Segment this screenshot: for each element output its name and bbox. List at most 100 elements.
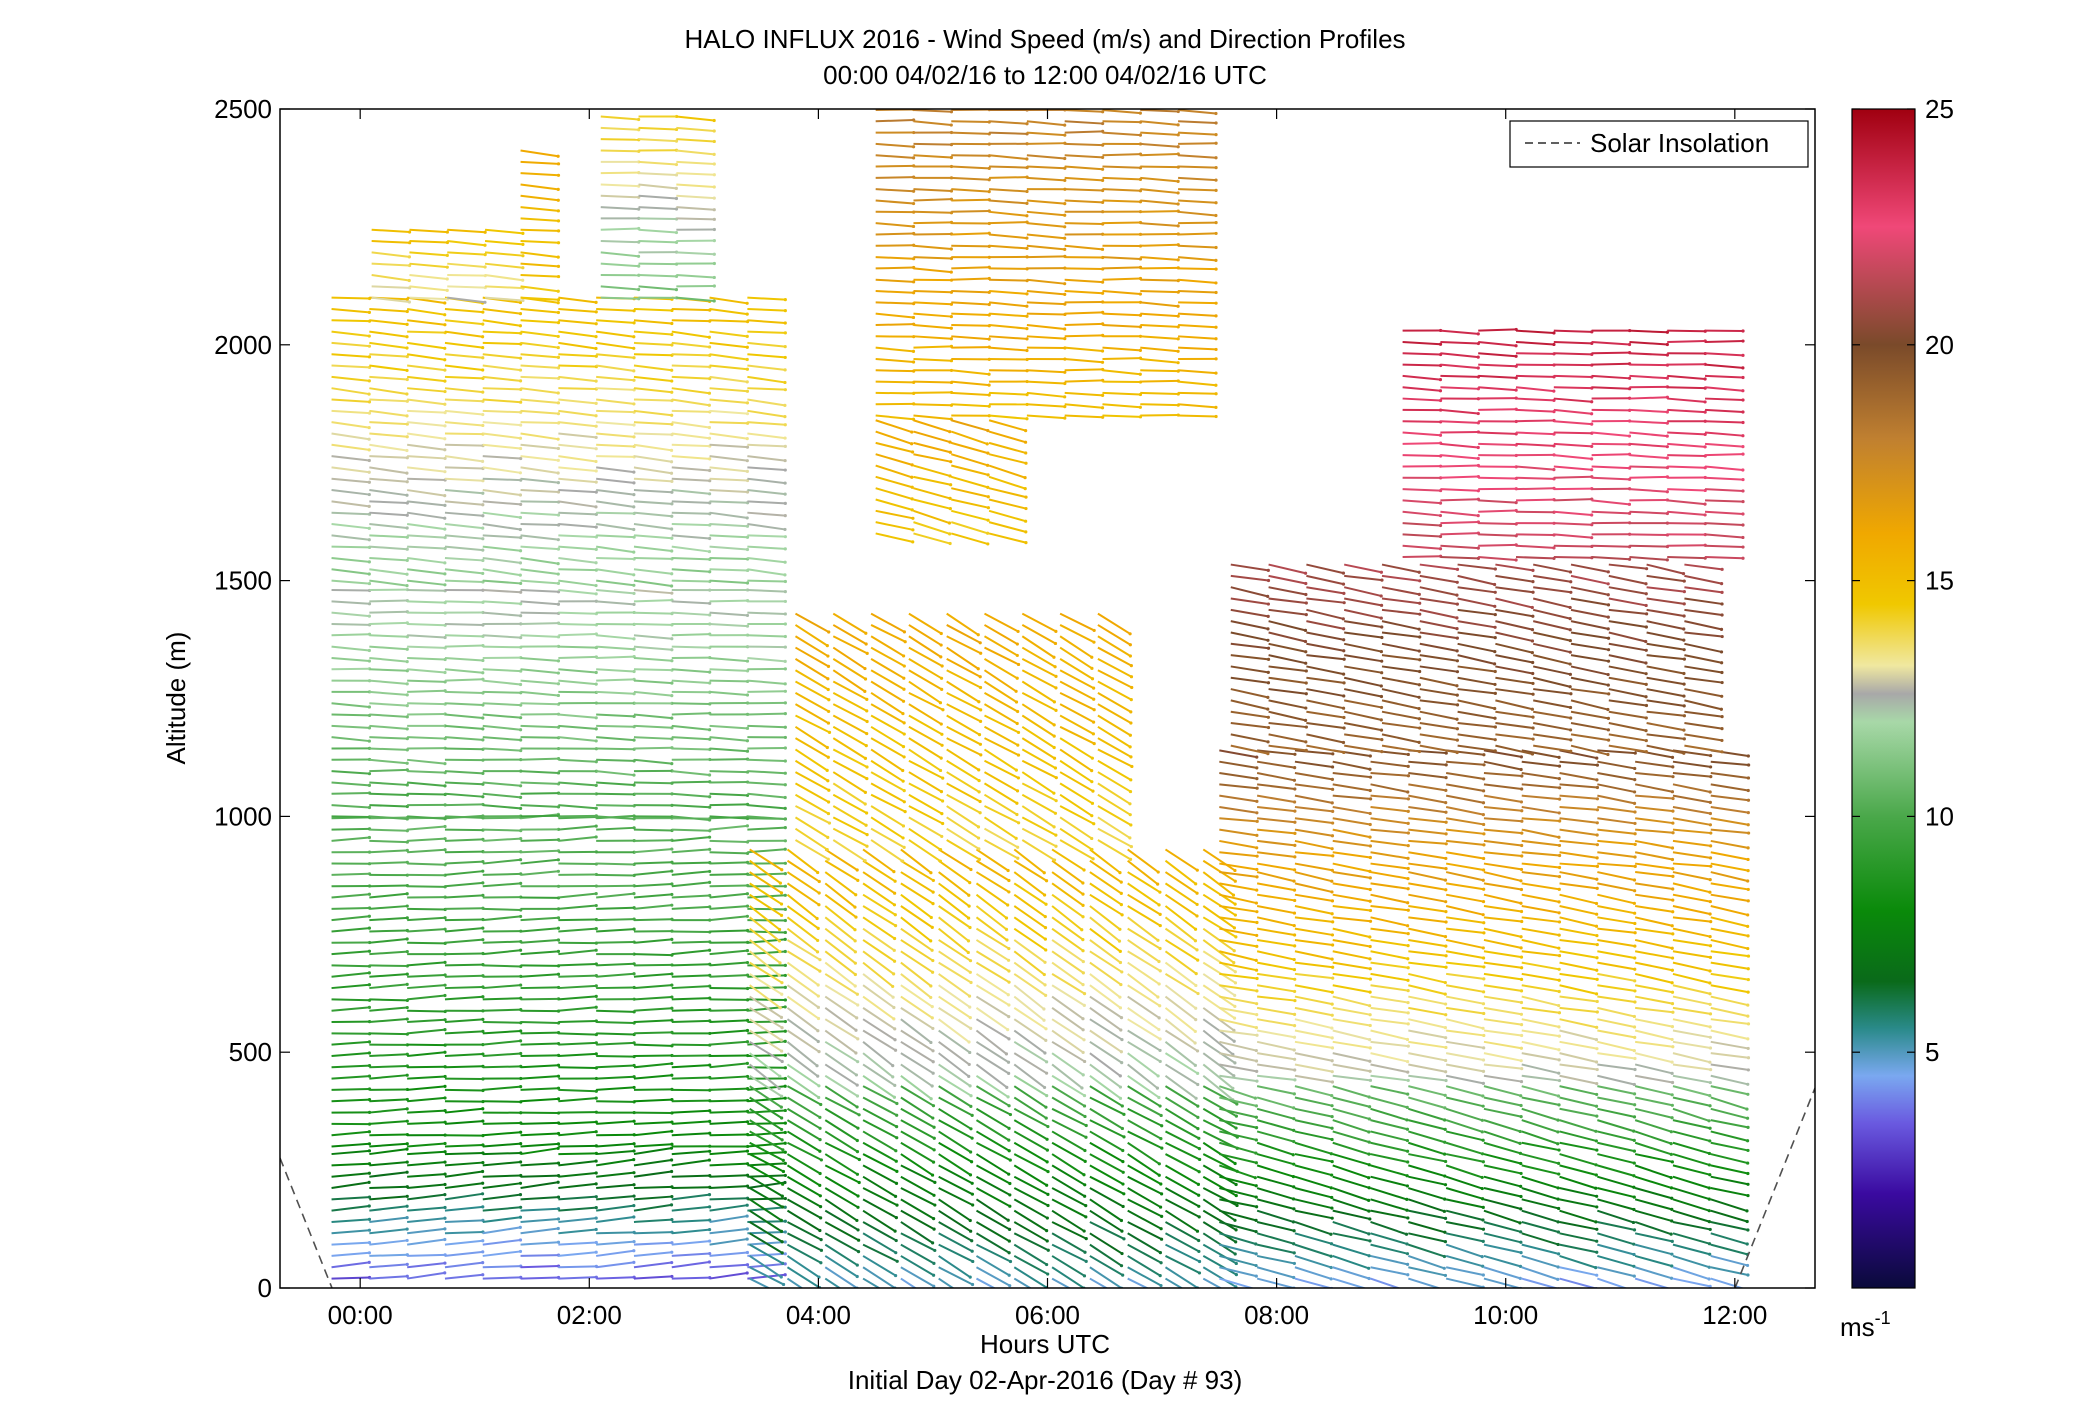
wind-vector-head <box>405 1238 409 1243</box>
wind-vector-head <box>443 561 447 565</box>
wind-vector <box>1332 1119 1370 1133</box>
wind-vector <box>786 961 819 986</box>
wind-vector-head <box>707 436 712 440</box>
wind-vector <box>983 669 1017 693</box>
wind-vector <box>633 1043 672 1047</box>
wind-vector-head <box>556 355 561 359</box>
wind-vector <box>369 702 408 707</box>
wind-vector-head <box>556 682 561 686</box>
wind-vector <box>369 1161 408 1167</box>
wind-vector <box>1219 995 1257 1005</box>
wind-vector <box>482 724 521 731</box>
wind-vector <box>1021 691 1057 712</box>
wind-vector <box>444 1107 483 1114</box>
wind-vector-head <box>707 549 712 554</box>
wind-vector-head <box>1234 1273 1238 1277</box>
wind-vector <box>369 1205 408 1212</box>
wind-vector-head <box>1054 799 1058 803</box>
wind-vector <box>1672 1107 1710 1122</box>
wind-vector <box>747 375 786 384</box>
wind-vector-head <box>1043 1051 1047 1055</box>
wind-vector <box>1127 1198 1163 1218</box>
wind-vector <box>600 240 639 244</box>
wind-vector <box>983 658 1018 680</box>
wind-vector-head <box>902 676 906 680</box>
wind-vector-head <box>1291 1153 1295 1157</box>
wind-vector-head <box>1368 1046 1372 1050</box>
wind-vector-head <box>783 436 787 440</box>
wind-vector-head <box>826 721 831 725</box>
wind-vector <box>596 1249 634 1257</box>
wind-vector <box>444 364 483 372</box>
wind-vector <box>709 656 748 663</box>
wind-vector <box>786 905 819 930</box>
wind-vector <box>1051 973 1086 995</box>
wind-vector <box>709 353 748 361</box>
wind-vector <box>444 781 483 786</box>
wind-vector-head <box>1052 723 1056 727</box>
wind-vector <box>862 1041 894 1067</box>
wind-vector-head <box>1128 836 1132 840</box>
wind-vector-head <box>948 532 952 536</box>
wind-vector <box>832 658 867 680</box>
wind-vector <box>832 759 868 780</box>
wind-vector <box>558 477 597 484</box>
wind-vector-head <box>594 835 598 839</box>
wind-vector <box>709 409 748 415</box>
wind-vector <box>1059 669 1095 689</box>
wind-vector <box>1408 1254 1445 1270</box>
wind-vector-head <box>967 1040 971 1044</box>
wind-vector <box>407 477 446 481</box>
wind-vector-head <box>443 389 447 394</box>
wind-vector-head <box>779 1015 784 1019</box>
wind-vector-head <box>1044 1060 1049 1064</box>
wind-vector-head <box>632 826 636 830</box>
wind-vector-head <box>1231 1086 1235 1090</box>
wind-vector <box>787 1221 822 1241</box>
wind-vector <box>407 907 446 911</box>
wind-vector <box>596 1100 635 1103</box>
wind-vector-head <box>556 949 561 954</box>
wind-vector-head <box>816 983 820 987</box>
wind-vector <box>1256 1029 1295 1039</box>
wind-vector-head <box>1556 1220 1560 1224</box>
wind-vector <box>908 646 943 667</box>
wind-vector-head <box>745 1263 750 1267</box>
wind-vector-head <box>1025 122 1029 126</box>
wind-vector <box>862 973 894 999</box>
wind-vector-head <box>745 380 749 384</box>
wind-vector <box>331 443 370 451</box>
wind-vector <box>596 724 635 728</box>
wind-vector-head <box>367 572 371 576</box>
wind-vector-head <box>556 1146 560 1150</box>
wind-vector <box>1597 1198 1635 1211</box>
wind-vector <box>407 634 446 639</box>
wind-vector-head <box>933 1203 937 1207</box>
wind-vector <box>1672 1266 1710 1280</box>
wind-vector-head <box>1090 655 1094 659</box>
wind-vector-head <box>1024 495 1028 499</box>
wind-vector <box>444 1273 483 1280</box>
wind-vector <box>1021 635 1055 659</box>
wind-vector <box>749 871 783 894</box>
wind-vector-head <box>826 811 831 816</box>
wind-vector-head <box>556 858 560 862</box>
wind-vector-head <box>819 1248 824 1252</box>
wind-vector <box>1597 1085 1635 1095</box>
wind-vector-head <box>594 401 598 405</box>
wind-vector-head <box>1046 1203 1050 1208</box>
wind-vector-head <box>519 1051 523 1056</box>
wind-vector-head <box>777 927 782 932</box>
wind-vector <box>482 1226 521 1235</box>
wind-vector <box>795 714 830 734</box>
wind-vector-head <box>519 1205 523 1209</box>
wind-vector <box>600 183 639 188</box>
wind-vector-head <box>911 516 915 520</box>
wind-vector <box>1294 905 1333 915</box>
wind-vector-head <box>745 949 750 953</box>
wind-vector <box>520 1241 559 1246</box>
wind-vector <box>1140 369 1179 373</box>
wind-vector-head <box>865 765 869 769</box>
wind-vector <box>596 736 635 742</box>
wind-vector-head <box>1025 214 1029 218</box>
